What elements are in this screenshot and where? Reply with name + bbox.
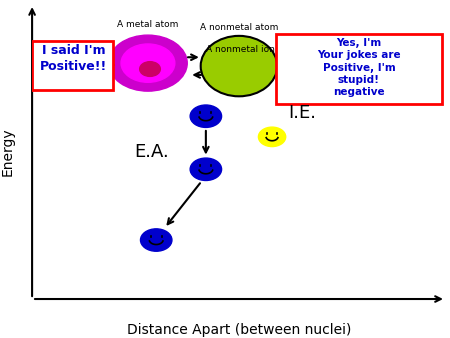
Text: Yes, I'm
Your jokes are
Positive, I'm
stupid!
negative: Yes, I'm Your jokes are Positive, I'm st… [317, 38, 401, 97]
Circle shape [190, 158, 221, 180]
Ellipse shape [202, 37, 276, 96]
Circle shape [258, 127, 286, 147]
Circle shape [121, 44, 175, 82]
FancyBboxPatch shape [276, 34, 442, 104]
Circle shape [140, 229, 172, 251]
Circle shape [108, 35, 187, 91]
Text: I said I'm
Positive!!: I said I'm Positive!! [40, 44, 107, 73]
Text: Distance Apart (between nuclei): Distance Apart (between nuclei) [127, 322, 351, 337]
Circle shape [140, 62, 160, 76]
Text: A nonmetal atom: A nonmetal atom [200, 23, 278, 32]
Text: A metal atom: A metal atom [117, 20, 179, 29]
Text: I.E.: I.E. [288, 104, 317, 122]
Text: A nonmetal ion: A nonmetal ion [206, 45, 275, 54]
Circle shape [190, 105, 221, 127]
Text: Energy: Energy [0, 127, 14, 176]
FancyBboxPatch shape [32, 41, 113, 90]
Text: E.A.: E.A. [134, 143, 169, 161]
